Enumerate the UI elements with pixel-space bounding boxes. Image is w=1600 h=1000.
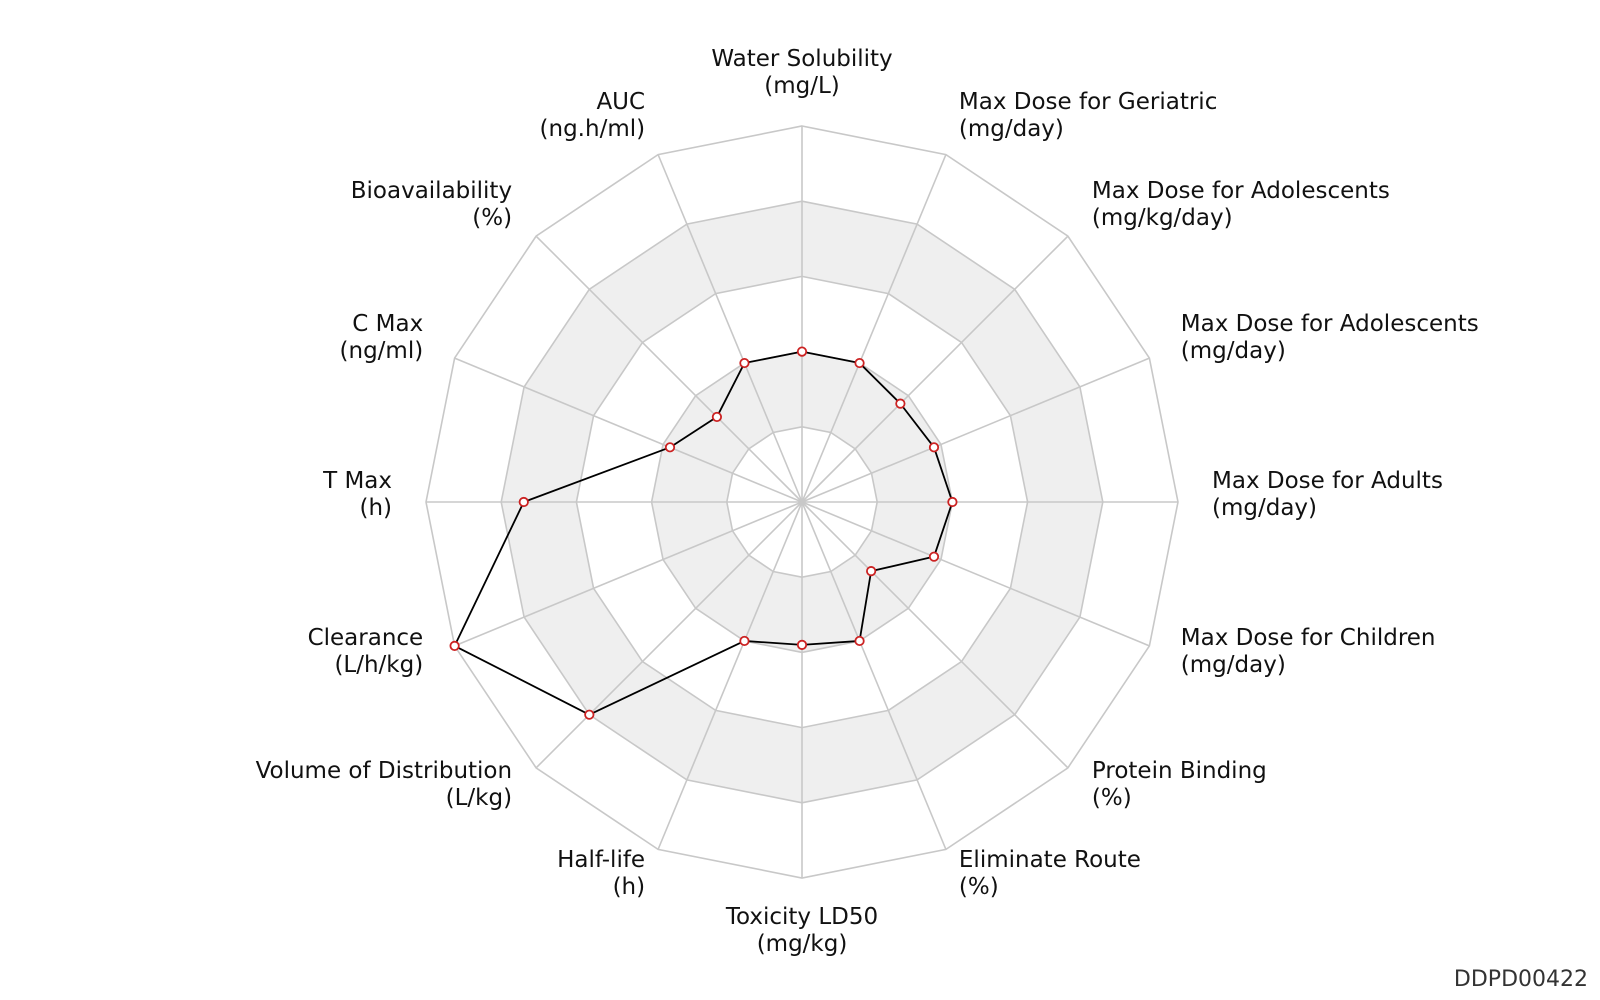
axis-spoke-15 (657, 154, 803, 503)
axis-label-1: Max Dose for Geriatric (mg/day) (959, 89, 1217, 142)
axis-label-5: Max Dose for Children (mg/day) (1181, 625, 1436, 678)
axis-label-name-2: Max Dose for Adolescents (1092, 178, 1390, 204)
axis-spoke-7 (801, 501, 947, 850)
data-point-5 (928, 551, 940, 562)
data-point-11 (449, 640, 460, 651)
data-point-0 (796, 346, 808, 357)
axis-label-unit-0: (mg/L) (764, 73, 840, 99)
axis-label-unit-3: (mg/day) (1181, 338, 1286, 364)
axis-label-4: Max Dose for Adults (mg/day) (1212, 468, 1443, 521)
axis-label-name-9: Half-life (557, 847, 645, 873)
axis-label-11: Clearance (L/h/kg) (308, 625, 424, 678)
data-point-15 (739, 357, 750, 369)
axis-spoke-2 (801, 235, 1069, 503)
axis-spoke-5 (801, 501, 1150, 647)
axis-label-unit-8: (mg/kg) (757, 931, 848, 957)
data-point-13 (664, 442, 676, 453)
axis-spoke-9 (657, 501, 803, 850)
axis-spoke-6 (801, 501, 1069, 769)
axis-label-13: C Max (ng/ml) (340, 311, 424, 364)
axis-label-name-5: Max Dose for Children (1181, 625, 1436, 651)
axis-label-name-0: Water Solubility (711, 46, 892, 72)
axis-label-7: Eliminate Route (%) (959, 847, 1141, 900)
axis-label-unit-11: (L/h/kg) (334, 652, 423, 678)
axis-label-unit-12: (h) (359, 495, 392, 521)
chart-id-label: DDPD00422 (1453, 967, 1588, 992)
axis-label-unit-14: (%) (472, 205, 512, 231)
axis-label-name-6: Protein Binding (1092, 758, 1267, 784)
axis-label-10: Volume of Distribution (L/kg) (256, 758, 513, 811)
axis-label-12: T Max (h) (322, 468, 392, 521)
axis-label-6: Protein Binding (%) (1092, 758, 1267, 811)
axis-label-unit-13: (ng/ml) (340, 338, 424, 364)
axis-label-3: Max Dose for Adolescents (mg/day) (1181, 311, 1479, 364)
axis-label-unit-4: (mg/day) (1212, 495, 1317, 521)
axis-label-9: Half-life (h) (557, 847, 645, 900)
data-point-12 (518, 496, 529, 508)
data-point-1 (854, 357, 865, 369)
axis-label-name-10: Volume of Distribution (256, 758, 513, 784)
axis-label-name-13: C Max (352, 311, 423, 337)
axis-label-name-15: AUC (596, 89, 645, 115)
axis-label-2: Max Dose for Adolescents (mg/kg/day) (1092, 178, 1390, 231)
axis-label-name-11: Clearance (308, 625, 424, 651)
data-point-9 (739, 635, 750, 647)
axis-label-unit-2: (mg/kg/day) (1092, 205, 1233, 231)
axis-label-name-12: T Max (322, 468, 392, 494)
axis-spoke-10 (535, 501, 803, 769)
axis-label-8: Toxicity LD50 (mg/kg) (725, 904, 878, 957)
axis-label-name-4: Max Dose for Adults (1212, 468, 1443, 494)
data-markers (449, 346, 958, 720)
axis-spokes (426, 126, 1178, 878)
axis-label-unit-6: (%) (1092, 785, 1132, 811)
axis-label-unit-15: (ng.h/ml) (540, 116, 646, 142)
axis-label-unit-10: (L/kg) (446, 785, 512, 811)
data-point-14 (711, 411, 723, 423)
axis-label-unit-5: (mg/day) (1181, 652, 1286, 678)
data-point-10 (584, 709, 595, 720)
axis-label-14: Bioavailability (%) (351, 178, 512, 231)
axis-label-name-1: Max Dose for Geriatric (959, 89, 1217, 115)
axis-label-unit-1: (mg/day) (959, 116, 1064, 142)
axis-label-name-8: Toxicity LD50 (725, 904, 878, 930)
axis-label-15: AUC (ng.h/ml) (540, 89, 646, 142)
axis-label-0: Water Solubility (mg/L) (711, 46, 892, 99)
data-point-7 (854, 635, 865, 647)
data-point-4 (947, 496, 958, 508)
axis-spoke-11 (454, 501, 803, 647)
axis-spoke-1 (801, 154, 947, 503)
axis-label-unit-7: (%) (959, 874, 999, 900)
data-point-2 (895, 398, 906, 409)
axis-labels: Water Solubility (mg/L) Max Dose for Geria… (256, 46, 1479, 957)
axis-spoke-14 (535, 235, 803, 503)
axis-label-name-14: Bioavailability (351, 178, 512, 204)
axis-spoke-3 (801, 357, 1150, 503)
data-point-6 (866, 566, 877, 577)
axis-label-name-7: Eliminate Route (959, 847, 1141, 873)
axis-label-unit-9: (h) (613, 874, 646, 900)
data-point-3 (928, 442, 940, 453)
data-point-8 (796, 639, 808, 650)
axis-label-name-3: Max Dose for Adolescents (1181, 311, 1479, 337)
axis-spoke-13 (454, 357, 803, 503)
